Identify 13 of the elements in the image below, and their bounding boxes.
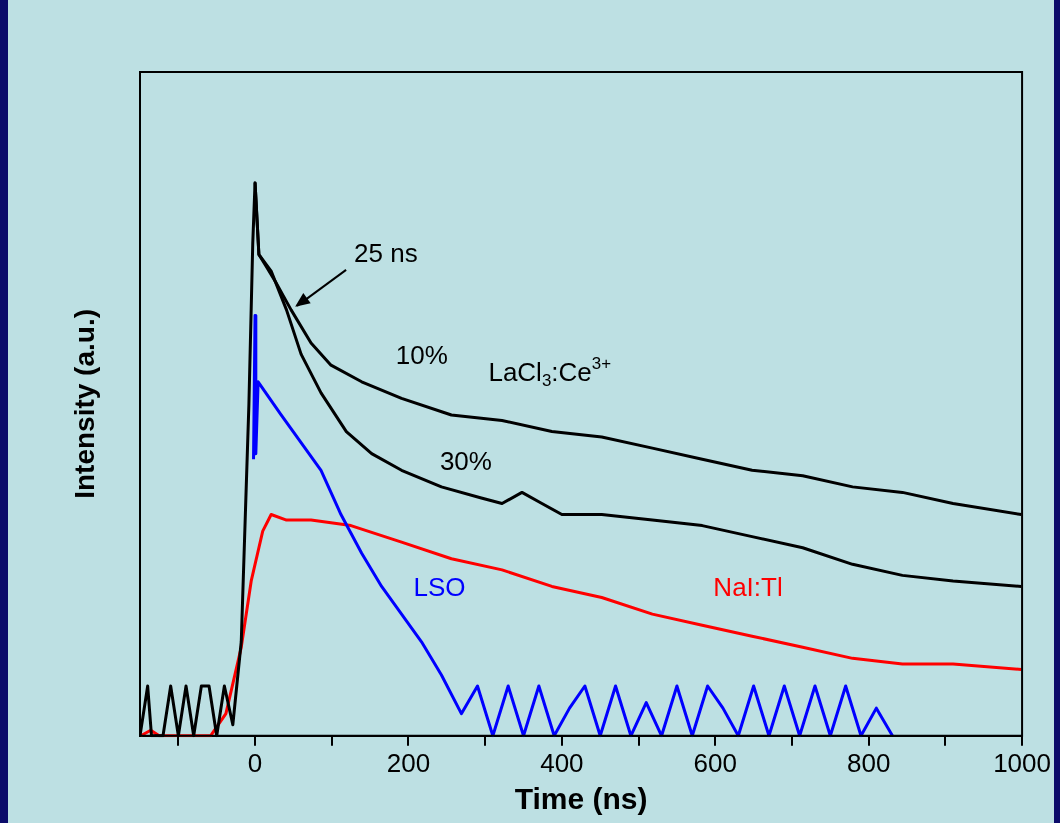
annotation: 25 ns — [354, 237, 418, 268]
x-axis-title: Time (ns) — [514, 782, 648, 816]
x-tick-label: 600 — [693, 747, 737, 778]
x-tick-label: 800 — [846, 747, 891, 778]
x-tick-label: 0 — [247, 747, 263, 778]
series-label: 10% — [395, 340, 448, 371]
series-label: 30% — [439, 446, 492, 477]
x-tick-label: 200 — [386, 747, 431, 778]
x-tick-label: 1000 — [993, 747, 1051, 778]
series-label: LSO — [413, 572, 466, 603]
x-tick-label: 400 — [540, 747, 584, 778]
series-label: NaI:Tl — [713, 572, 783, 603]
y-axis-title: Intensity (a.u.) — [68, 309, 100, 499]
